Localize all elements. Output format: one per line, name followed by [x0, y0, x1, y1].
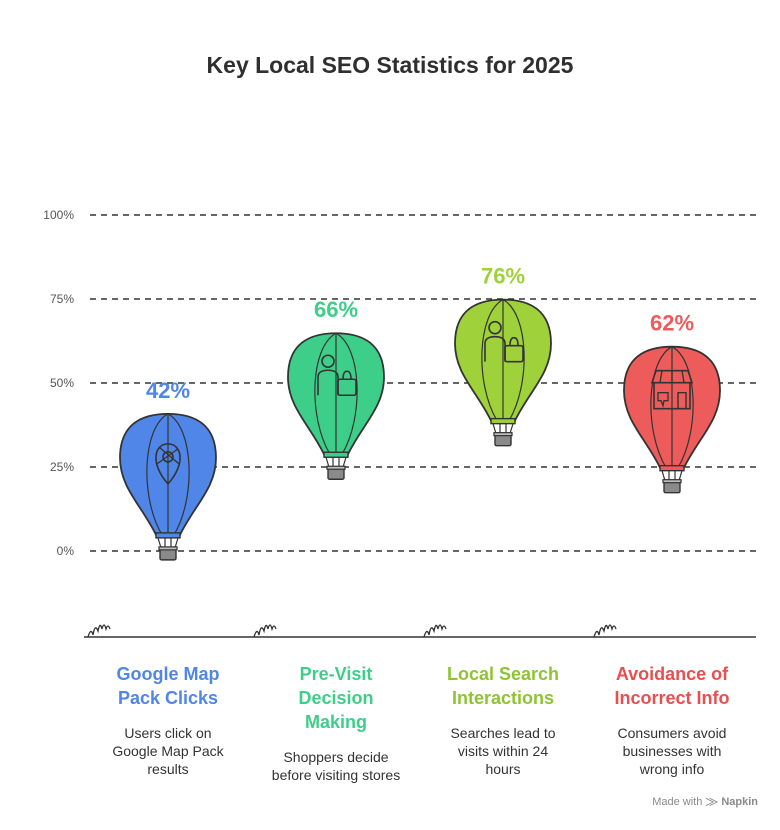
- category-description: Consumers avoid businesses with wrong info: [587, 724, 757, 778]
- y-tick-label: 100%: [43, 208, 74, 222]
- balloon-ropes: [492, 423, 514, 434]
- category-description: Users click on Google Map Pack results: [83, 724, 253, 778]
- value-label: 42%: [146, 378, 190, 403]
- y-tick-label: 75%: [50, 292, 74, 306]
- category-title-line: Local Search: [446, 664, 560, 684]
- map-pin-icon: [155, 443, 181, 486]
- category-title-line: Google Map: [116, 664, 220, 684]
- value-label: 76%: [481, 264, 525, 289]
- balloon-2: [287, 332, 385, 480]
- grass-tuft-icon: [423, 624, 447, 638]
- category-description: Shoppers decide before visiting stores: [251, 748, 421, 784]
- balloon-neck: [323, 451, 349, 458]
- shopper-icon: [484, 320, 524, 363]
- chart-title: Key Local SEO Statistics for 2025: [206, 52, 574, 78]
- category-description-line: hours: [485, 761, 521, 777]
- category-title-line: Avoidance of: [615, 664, 729, 684]
- category-title: Pre-Visit Decision Making: [261, 662, 411, 734]
- category-title-line: Interactions: [451, 688, 555, 708]
- credit-brand: Napkin: [721, 796, 758, 808]
- value-label: 62%: [650, 311, 694, 336]
- category-title-line: Pre-Visit: [299, 664, 373, 684]
- category-description-line: results: [147, 761, 189, 777]
- grass-tuft-icon: [593, 624, 617, 638]
- balloon-ropes: [661, 470, 683, 481]
- category-title: Google Map Pack Clicks: [93, 662, 243, 710]
- y-tick-label: 25%: [50, 460, 74, 474]
- category-description-line: visits within 24: [457, 743, 549, 759]
- category-description-line: wrong info: [639, 761, 705, 777]
- store-thumbs-down-icon: [650, 369, 694, 410]
- napkin-logo-icon: ⨠: [705, 796, 719, 808]
- balloon-4: [623, 345, 721, 494]
- category-description-line: Google Map Pack: [112, 743, 224, 759]
- balloon-neck: [155, 532, 181, 539]
- value-label: 66%: [314, 297, 358, 322]
- category-title-line: Making: [304, 712, 367, 732]
- category-description-line: Searches lead to: [450, 725, 556, 741]
- shopper-icon: [317, 354, 357, 397]
- balloon-1: [119, 412, 217, 561]
- category-title-line: Incorrect Info: [614, 688, 730, 708]
- category-description-line: Users click on: [124, 725, 212, 741]
- balloon-ropes: [157, 537, 179, 549]
- y-tick-label: 50%: [50, 376, 74, 390]
- grass-tuft-icon: [253, 624, 277, 638]
- category-title: Local Search Interactions: [428, 662, 578, 710]
- balloon-ropes: [325, 457, 347, 468]
- category-description-line: before visiting stores: [271, 767, 401, 783]
- category-description-line: Consumers avoid: [617, 725, 727, 741]
- credit-prefix: Made with: [652, 796, 703, 808]
- balloon-3: [454, 298, 552, 447]
- category-title-line: Pack Clicks: [117, 688, 219, 708]
- made-with-credit: Made with ⨠ Napkin: [652, 796, 758, 809]
- category-description-line: Shoppers decide: [283, 749, 389, 765]
- balloon-neck: [659, 464, 685, 472]
- y-tick-label: 0%: [57, 544, 75, 558]
- category-title: Avoidance of Incorrect Info: [597, 662, 747, 710]
- grass-tuft-icon: [87, 624, 111, 638]
- category-description: Searches lead to visits within 24 hours: [418, 724, 588, 778]
- category-title-line: Decision: [298, 688, 374, 708]
- category-description-line: businesses with: [622, 743, 722, 759]
- balloon-neck: [490, 417, 516, 425]
